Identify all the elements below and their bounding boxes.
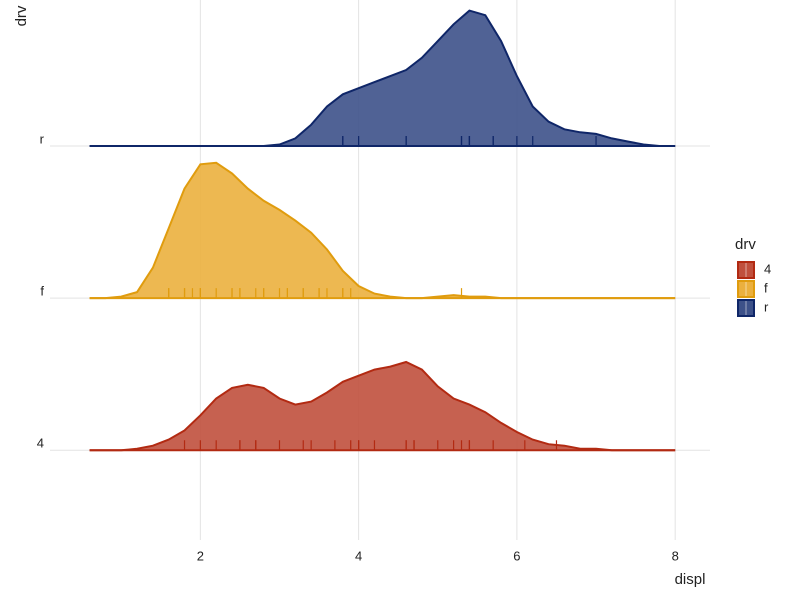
density-area bbox=[89, 362, 676, 451]
y-axis-title: drv bbox=[13, 5, 30, 26]
x-tick-label: 6 bbox=[513, 548, 520, 563]
x-axis-title: displ bbox=[675, 571, 706, 588]
density-line bbox=[89, 360, 676, 452]
x-tick-label: 8 bbox=[672, 548, 679, 563]
legend-label: f bbox=[764, 280, 768, 295]
y-tick-label: f bbox=[40, 284, 44, 299]
legend-label: r bbox=[764, 299, 769, 314]
y-tick-label: 4 bbox=[37, 436, 44, 451]
x-tick-label: 4 bbox=[355, 548, 362, 563]
legend-label: 4 bbox=[764, 261, 771, 276]
density-area bbox=[89, 162, 676, 299]
y-tick-label: r bbox=[40, 131, 45, 146]
x-tick-label: 2 bbox=[197, 548, 204, 563]
legend-title: drv bbox=[735, 236, 756, 253]
density-area bbox=[89, 10, 676, 147]
